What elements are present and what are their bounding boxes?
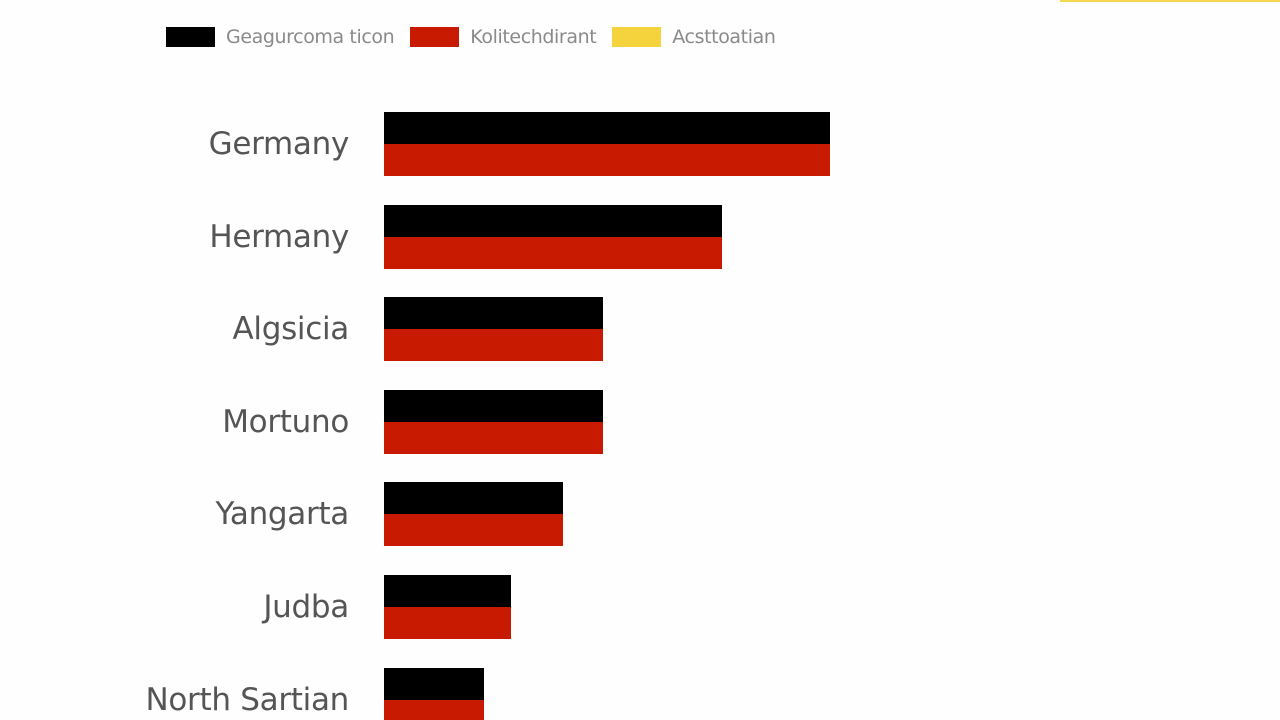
bar-segment-black (384, 297, 603, 329)
legend-swatch-yellow (612, 27, 662, 47)
bar-segment-red (384, 607, 511, 639)
bar-segment-red (384, 700, 484, 720)
bar-row: Judba (0, 575, 1280, 639)
legend-item-1: Geagurcoma ticon (166, 26, 395, 48)
legend-swatch-red (410, 27, 460, 47)
legend-item-2: Kolitechdirant (410, 26, 597, 48)
bar (384, 297, 603, 361)
bar-segment-black (384, 112, 830, 144)
bar (384, 482, 563, 546)
legend-label: Kolitechdirant (470, 26, 597, 48)
category-label: North Sartian (145, 682, 350, 718)
bar-segment-red (384, 237, 722, 269)
legend-label: Acsttoatian (672, 26, 776, 48)
category-label: Mortuno (222, 404, 349, 440)
legend-swatch-black (166, 27, 215, 47)
bar-row: North Sartian (0, 668, 1280, 720)
bar (384, 668, 484, 720)
bar-segment-red (384, 422, 603, 454)
chart-legend: Geagurcoma ticon Kolitechdirant Acsttoat… (166, 25, 791, 49)
category-label: Germany (208, 126, 350, 162)
bar-row: Germany (0, 112, 1280, 176)
bar-segment-red (384, 329, 603, 361)
category-label: Hermany (209, 219, 349, 255)
bar (384, 112, 830, 176)
top-accent-line (1060, 0, 1280, 2)
category-label: Yangarta (215, 496, 350, 532)
bar-segment-black (384, 575, 511, 607)
bar-segment-red (384, 144, 830, 176)
bar-row: Hermany (0, 205, 1280, 269)
category-label: Algsicia (232, 311, 349, 347)
bar-segment-red (384, 514, 563, 546)
legend-label: Geagurcoma ticon (226, 26, 395, 48)
bar-segment-black (384, 205, 722, 237)
bar (384, 390, 603, 454)
bar (384, 575, 511, 639)
bar-row: Yangarta (0, 482, 1280, 546)
bar (384, 205, 722, 269)
legend-item-3: Acsttoatian (612, 26, 776, 48)
category-label: Judba (263, 589, 349, 625)
bar-segment-black (384, 482, 563, 514)
bar-row: Algsicia (0, 297, 1280, 361)
bar-segment-black (384, 668, 484, 700)
bar-row: Mortuno (0, 390, 1280, 454)
bar-segment-black (384, 390, 603, 422)
